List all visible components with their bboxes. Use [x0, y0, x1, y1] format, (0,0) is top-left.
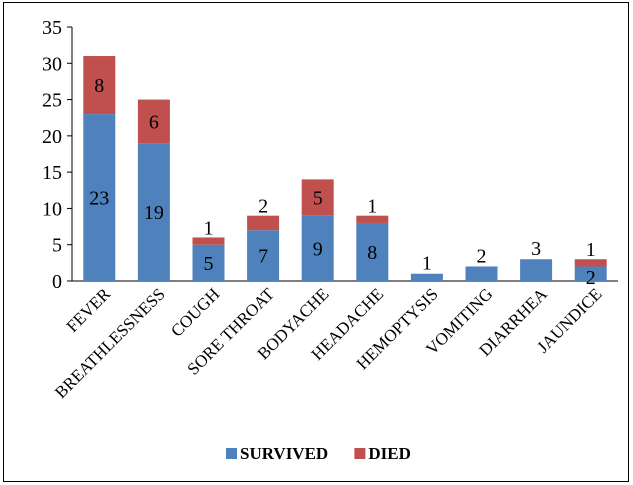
data-label: 1: [422, 253, 432, 275]
y-tick-label: 35: [42, 17, 62, 39]
bar-survived-cough: [192, 244, 225, 281]
y-tick-label: 15: [42, 162, 62, 184]
bar-died-bodyache: [301, 179, 334, 216]
data-label: 5: [204, 253, 214, 275]
category-label: COUGH: [167, 284, 223, 340]
data-label: 2: [477, 245, 487, 267]
bar-survived-breathlessness: [137, 143, 170, 281]
data-label: 5: [313, 188, 323, 210]
legend: SURVIVED DIED: [226, 444, 411, 463]
data-label: 1: [204, 217, 214, 239]
y-tick-label: 0: [52, 271, 62, 293]
bar-died-sore-throat: [247, 215, 280, 231]
y-tick-label: 30: [42, 53, 62, 75]
bar-died-fever: [83, 56, 116, 115]
y-tick-label: 5: [52, 235, 62, 257]
y-tick-label: 25: [42, 90, 62, 112]
data-label: 23: [89, 188, 109, 210]
bar-died-jaundice: [574, 259, 607, 267]
bar-survived-bodyache: [301, 215, 334, 281]
bars: [83, 56, 607, 281]
y-tick-label: 20: [42, 126, 62, 148]
data-label: 7: [258, 246, 268, 268]
bar-survived-jaundice: [574, 266, 607, 281]
data-label: 3: [531, 238, 541, 260]
bar-survived-fever: [83, 114, 116, 281]
data-label: 9: [313, 238, 323, 260]
y-tick-label: 10: [42, 198, 62, 220]
data-label: 8: [94, 75, 104, 97]
chart-frame: 0 5 10 15 20 25 30 35 23 8 19 6 5 1 7 2 9 5 8 1 1 2 3 2 1 FEVER…: [3, 2, 629, 482]
legend-label-died: DIED: [368, 444, 411, 463]
legend-swatch-died: [354, 448, 366, 459]
bar-survived-hemoptysis: [410, 273, 443, 281]
data-label: 2: [586, 267, 596, 289]
bar-died-breathlessness: [137, 99, 170, 144]
bar-survived-diarrhea: [520, 259, 553, 281]
bar-survived-sore-throat: [247, 230, 280, 281]
data-label: 1: [367, 196, 377, 218]
legend-label-survived: SURVIVED: [240, 444, 328, 463]
category-label: FEVER: [63, 284, 115, 336]
data-label: 19: [144, 202, 164, 224]
bar-survived-vomiting: [465, 266, 498, 281]
bar-died-cough: [192, 237, 225, 245]
data-label: 2: [258, 196, 268, 218]
legend-swatch-survived: [226, 448, 237, 459]
data-label: 1: [586, 239, 596, 261]
bar-died-headache: [356, 215, 389, 223]
bar-survived-headache: [356, 222, 389, 281]
y-axis-ticks: 0 5 10 15 20 25 30 35: [42, 17, 72, 293]
data-label: 8: [367, 242, 377, 264]
data-label: 6: [149, 111, 159, 133]
